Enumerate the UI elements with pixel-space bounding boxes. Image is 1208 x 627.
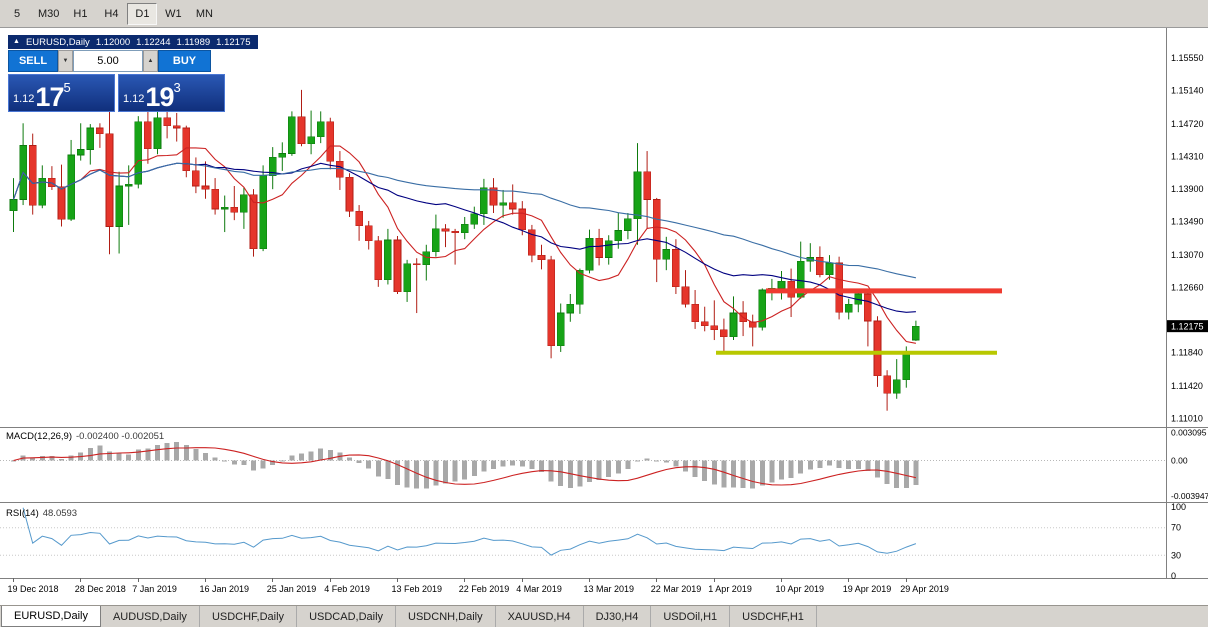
tab-dj30-h4[interactable]: DJ30,H4 xyxy=(584,606,652,627)
date-axis-label: 19 Dec 2018 xyxy=(8,584,59,594)
price-axis-label: 1.12660 xyxy=(1171,283,1204,293)
price-axis-label: 1.13490 xyxy=(1171,217,1204,227)
rsi-indicator-label: RSI(14) 48.0593 xyxy=(6,508,77,519)
rsi-axis-label: 70 xyxy=(1171,523,1181,533)
buy-price-display[interactable]: 1.12 19 3 xyxy=(118,74,225,112)
date-axis-label: 19 Apr 2019 xyxy=(843,584,892,594)
volume-input[interactable]: 5.00 xyxy=(73,50,143,72)
rsi-axis-label: 100 xyxy=(1171,502,1186,512)
date-axis[interactable]: 19 Dec 2018 28 Dec 2018 7 Jan 2019 16 Jan 2… xyxy=(8,578,949,594)
price-axis[interactable]: 1.15550 1.15140 1.14720 1.14310 1.13900 1.134… xyxy=(1167,53,1208,424)
panel-separators xyxy=(0,28,1208,579)
date-axis-label: 4 Feb 2019 xyxy=(324,584,370,594)
rsi-value: 48.0593 xyxy=(42,508,78,519)
ma-8-line xyxy=(12,145,917,344)
price-axis-label: 1.14310 xyxy=(1171,152,1204,162)
macd-axis-label: 0.00 xyxy=(1171,456,1188,466)
date-axis-label: 4 Mar 2019 xyxy=(516,584,562,594)
price-axis-label: 1.11420 xyxy=(1171,381,1203,391)
price-axis-label: 1.11010 xyxy=(1171,414,1203,424)
tab-audusd-daily[interactable]: AUDUSD,Daily xyxy=(101,606,200,627)
date-axis-label: 7 Jan 2019 xyxy=(132,584,177,594)
symbol-tab-bar: EURUSD,Daily AUDUSD,Daily USDCHF,Daily USDC… xyxy=(0,605,1208,627)
volume-decrease-button[interactable]: ▼ xyxy=(58,50,73,72)
buy-price-prefix: 1.12 xyxy=(123,93,145,105)
sell-price-prefix: 1.12 xyxy=(13,93,35,105)
rsi-line xyxy=(22,507,917,556)
sell-price-big: 17 xyxy=(35,81,64,112)
date-axis-label: 28 Dec 2018 xyxy=(75,584,126,594)
candles[interactable] xyxy=(9,89,920,411)
chart-canvas[interactable]: 1.15550 1.15140 1.14720 1.14310 1.13900 1.134… xyxy=(0,28,1208,605)
price-axis-label: 1.11840 xyxy=(1171,348,1203,358)
date-axis-label: 1 Apr 2019 xyxy=(708,584,752,594)
timeframe-button-d1[interactable]: D1 xyxy=(127,2,158,25)
one-click-trading-panel: SELL ▼ 5.00 ▲ BUY 1.12 17 5 1.12 19 3 xyxy=(8,50,225,112)
date-axis-label: 29 Apr 2019 xyxy=(900,584,949,594)
spin-up-icon: ▲ xyxy=(147,58,154,64)
buy-price-big: 19 xyxy=(145,81,174,112)
date-axis-label: 13 Mar 2019 xyxy=(584,584,635,594)
timeframe-toolbar: 5 M30 H1 H4 D1 W1 MN xyxy=(0,0,1208,28)
date-axis-label: 22 Mar 2019 xyxy=(651,584,702,594)
price-axis-label: 1.15550 xyxy=(1171,53,1204,63)
buy-button[interactable]: BUY xyxy=(158,50,211,72)
timeframe-button-m30[interactable]: M30 xyxy=(38,7,60,20)
sell-price-display[interactable]: 1.12 17 5 xyxy=(8,74,115,112)
tab-usdchf-h1[interactable]: USDCHF,H1 xyxy=(730,606,817,627)
date-axis-label: 25 Jan 2019 xyxy=(267,584,317,594)
ohlc-close: 1.12175 xyxy=(216,36,251,48)
macd-signal-line xyxy=(13,447,917,486)
rsi-name: RSI(14) xyxy=(6,508,39,519)
current-price-tag-text: 1.12175 xyxy=(1171,322,1204,332)
macd-axis-label: -0.003947 xyxy=(1171,491,1208,501)
ma-50-line xyxy=(12,162,917,279)
price-axis-label: 1.14720 xyxy=(1171,119,1204,129)
moving-averages xyxy=(12,145,917,344)
date-axis-label: 16 Jan 2019 xyxy=(200,584,250,594)
timeframe-button-h1[interactable]: H1 xyxy=(73,7,88,20)
chart-area: 1.15550 1.15140 1.14720 1.14310 1.13900 1.134… xyxy=(0,28,1208,605)
tab-usdchf-daily[interactable]: USDCHF,Daily xyxy=(200,606,298,627)
date-axis-label: 10 Apr 2019 xyxy=(776,584,825,594)
timeframe-button-h4[interactable]: H4 xyxy=(104,7,119,20)
sell-price-sup: 5 xyxy=(63,80,71,95)
macd-indicator-label: MACD(12,26,9) -0.002400 -0.002051 xyxy=(6,431,164,442)
macd-panel: 0.003095 0.00 -0.003947 xyxy=(0,428,1208,501)
date-axis-label: 13 Feb 2019 xyxy=(392,584,443,594)
tab-usdoil-h1[interactable]: USDOil,H1 xyxy=(651,606,731,627)
tab-usdcnh-daily[interactable]: USDCNH,Daily xyxy=(396,606,496,627)
buy-price-sup: 3 xyxy=(173,80,181,95)
sell-button[interactable]: SELL xyxy=(8,50,58,72)
timeframe-button-w1[interactable]: W1 xyxy=(165,7,182,20)
macd-values: -0.002400 -0.002051 xyxy=(76,431,165,442)
rsi-axis-label: 0 xyxy=(1171,571,1176,581)
macd-axis-label: 0.003095 xyxy=(1171,428,1207,438)
macd-name: MACD(12,26,9) xyxy=(6,431,72,442)
spin-down-icon: ▼ xyxy=(62,58,69,64)
chart-symbol-title: EURUSD,Daily xyxy=(25,36,90,48)
current-price-tag xyxy=(1167,320,1208,333)
price-axis-label: 1.15140 xyxy=(1171,86,1204,96)
timeframe-button-mn[interactable]: MN xyxy=(195,7,213,20)
horizontal-lines[interactable] xyxy=(716,288,1002,355)
date-axis-label: 22 Feb 2019 xyxy=(459,584,510,594)
tab-eurusd-daily[interactable]: EURUSD,Daily xyxy=(1,606,101,627)
ohlc-open: 1.12000 xyxy=(95,36,131,48)
ohlc-high: 1.12244 xyxy=(136,36,171,48)
ohlc-low: 1.11989 xyxy=(176,36,211,48)
collapse-icon[interactable]: ▲ xyxy=(13,38,20,45)
volume-increase-button[interactable]: ▲ xyxy=(143,50,158,72)
tab-usdcad-daily[interactable]: USDCAD,Daily xyxy=(297,606,397,627)
tab-xauusd-h4[interactable]: XAUUSD,H4 xyxy=(496,606,584,627)
price-axis-label: 1.13070 xyxy=(1171,250,1204,260)
rsi-panel: 100 70 30 0 xyxy=(0,502,1186,581)
timeframe-button-5[interactable]: 5 xyxy=(13,7,21,20)
chart-title-bar: ▲ EURUSD,Daily 1.12000 1.12244 1.11989 1… xyxy=(8,35,259,49)
rsi-axis-label: 30 xyxy=(1171,550,1181,560)
price-axis-label: 1.13900 xyxy=(1171,184,1204,194)
